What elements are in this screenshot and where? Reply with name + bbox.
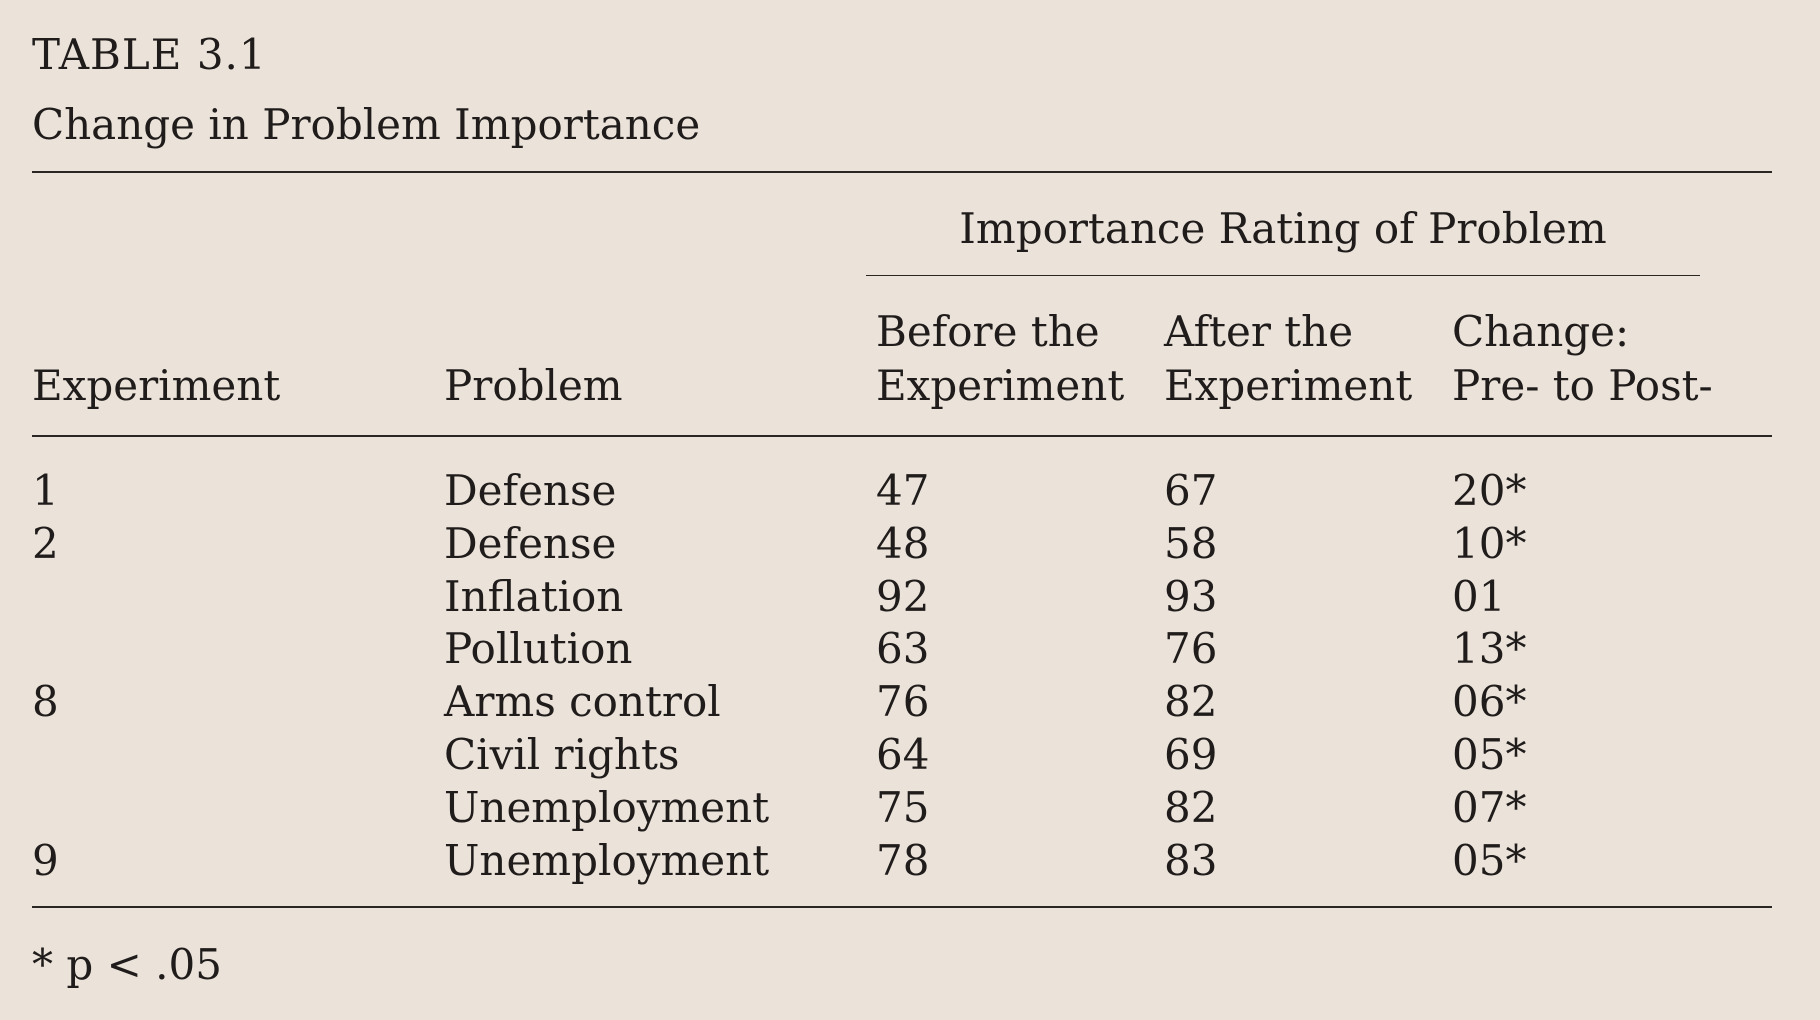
table-row: Civil rights 64 69 05*: [0, 729, 1820, 782]
cell-problem: Unemployment: [444, 835, 770, 885]
cell-before: 48: [876, 518, 930, 568]
cell-after: 82: [1164, 782, 1218, 832]
cell-change: 01: [1452, 571, 1506, 621]
cell-problem: Unemployment: [444, 782, 770, 832]
table-body: 1 Defense 47 67 20* 2 Defense 48 58 10* …: [0, 465, 1820, 887]
cell-experiment: 1: [32, 466, 59, 515]
cell-experiment: 9: [32, 835, 59, 885]
cell-after: 67: [1164, 466, 1218, 515]
table-label: TABLE 3.1: [32, 30, 267, 79]
column-header-problem: Problem: [444, 361, 623, 410]
cell-before: 76: [876, 677, 930, 727]
column-header-before: Before the Experiment: [876, 305, 1124, 413]
cell-after: 58: [1164, 518, 1218, 568]
group-header: Importance Rating of Problem: [959, 204, 1607, 253]
cell-before: 64: [876, 729, 930, 779]
cell-after: 69: [1164, 729, 1218, 779]
cell-problem: Defense: [444, 466, 617, 515]
column-header-after-line1: After the: [1164, 307, 1354, 356]
column-header-experiment: Experiment: [32, 361, 281, 410]
table-row: Unemployment 75 82 07*: [0, 782, 1820, 835]
top-rule: [32, 171, 1772, 173]
cell-before: 75: [876, 782, 930, 832]
column-header-change-line1: Change:: [1452, 307, 1630, 356]
cell-after: 93: [1164, 571, 1218, 621]
cell-after: 82: [1164, 677, 1218, 727]
cell-change: 05*: [1452, 729, 1527, 779]
group-header-rule: [866, 275, 1700, 276]
cell-before: 92: [876, 571, 930, 621]
table-row: Inflation 92 93 01: [0, 571, 1820, 624]
cell-change: 13*: [1452, 624, 1527, 674]
cell-after: 83: [1164, 835, 1218, 885]
column-header-change-line2: Pre- to Post-: [1452, 361, 1713, 410]
cell-change: 05*: [1452, 835, 1527, 885]
table-row: 1 Defense 47 67 20*: [0, 465, 1820, 518]
bottom-rule: [32, 906, 1772, 908]
table-row: Pollution 63 76 13*: [0, 623, 1820, 676]
column-header-before-line1: Before the: [876, 307, 1100, 356]
table-row: 9 Unemployment 78 83 05*: [0, 835, 1820, 888]
cell-experiment: 8: [32, 677, 59, 727]
cell-after: 76: [1164, 624, 1218, 674]
table-row: 2 Defense 48 58 10*: [0, 518, 1820, 571]
column-header-after: After the Experiment: [1164, 305, 1412, 413]
cell-before: 47: [876, 466, 930, 515]
cell-change: 06*: [1452, 677, 1527, 727]
column-header-after-line2: Experiment: [1164, 361, 1413, 410]
cell-change: 10*: [1452, 518, 1527, 568]
cell-experiment: 2: [32, 518, 59, 568]
cell-change: 20*: [1452, 466, 1527, 515]
cell-problem: Civil rights: [444, 729, 680, 779]
table-row: 8 Arms control 76 82 06*: [0, 676, 1820, 729]
column-header-before-line2: Experiment: [876, 361, 1125, 410]
cell-change: 07*: [1452, 782, 1527, 832]
cell-before: 78: [876, 835, 930, 885]
cell-problem: Inflation: [444, 571, 624, 621]
cell-problem: Defense: [444, 518, 617, 568]
header-rule: [32, 435, 1772, 437]
footnote: * p < .05: [32, 940, 222, 989]
cell-problem: Arms control: [444, 677, 721, 727]
cell-before: 63: [876, 624, 930, 674]
column-header-change: Change: Pre- to Post-: [1452, 305, 1713, 413]
table-title: Change in Problem Importance: [32, 100, 701, 149]
cell-problem: Pollution: [444, 624, 633, 674]
